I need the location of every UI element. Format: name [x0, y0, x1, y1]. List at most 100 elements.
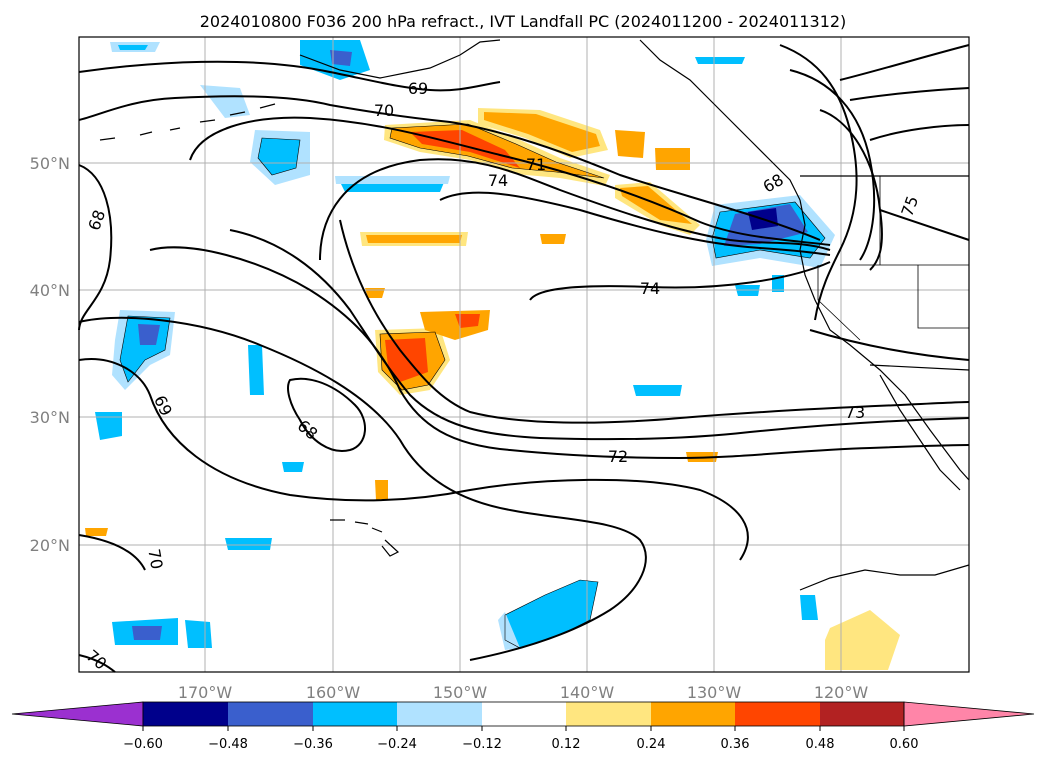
contour-69-north: [78, 60, 501, 92]
neg-patch-w3: [248, 345, 264, 395]
lon-tick-label: 120°W: [814, 683, 869, 702]
contour-label: 70: [144, 547, 166, 570]
coast-mexico: [799, 564, 970, 591]
contour-69-west: [78, 358, 749, 561]
colorbar-outline: [142, 701, 905, 727]
contour-70-center: [78, 316, 647, 661]
colorbar-tick-label: 0.12: [552, 737, 581, 752]
colorbar-tick-label: −0.12: [462, 737, 502, 752]
lat-tick-labels: 50°N 40°N 30°N 20°N: [30, 154, 70, 555]
colorbar-segment: [566, 702, 651, 726]
figure-title: 2024010800 F036 200 hPa refract., IVT La…: [200, 12, 847, 31]
colorbar-segment: [482, 702, 566, 726]
contour-inner-jet: [439, 191, 831, 256]
neg-patch-se: [800, 595, 818, 620]
contour-70-sw: [78, 534, 146, 673]
contour-73-east: [809, 329, 970, 361]
pos-patch-e: [620, 186, 692, 224]
pos-patch-small4: [540, 234, 566, 244]
pos-patch-ne-spots: [615, 130, 645, 158]
colorbar-tick-label: −0.60: [123, 737, 163, 752]
contour-72: [229, 229, 970, 441]
map-panel: 69 70 71 74 68 74 69 68 72 73 70 70 75 6…: [78, 36, 970, 674]
contour-coast-tight2: [789, 69, 876, 261]
neg-patch-ribbon-halo: [335, 176, 450, 184]
coast-aleutians: [99, 103, 276, 141]
lon-tick-label: 140°W: [560, 683, 615, 702]
lat-tick-label: 20°N: [30, 536, 70, 555]
colorbar-ticks: [142, 726, 905, 731]
contour-74-east: [529, 261, 831, 301]
colorbar-segment: [820, 702, 904, 726]
lon-tick-labels: 170°W 160°W 150°W 140°W 130°W 120°W: [178, 683, 869, 702]
contour-71: [189, 116, 831, 246]
colorbar-segment: [228, 702, 313, 726]
contour-71-center: [149, 246, 970, 460]
pos-patch-small2: [375, 480, 388, 500]
colorbar-segment: [651, 702, 735, 726]
neg-patch-s: [505, 580, 598, 648]
colorbar-tick-label: 0.60: [890, 737, 919, 752]
neg-patch-n1: [200, 85, 250, 118]
neg-patch-nw2: [118, 45, 148, 50]
contour-label: 71: [526, 155, 546, 174]
lon-tick-label: 130°W: [687, 683, 742, 702]
coast-baja: [879, 374, 961, 491]
lon-tick-label: 160°W: [306, 683, 361, 702]
refractivity-contours: [78, 44, 970, 673]
contour-70-north: [78, 95, 821, 241]
lon-tick-label: 150°W: [433, 683, 488, 702]
neg-patch-w2: [95, 412, 122, 440]
colorbar-tick-label: 0.24: [637, 737, 666, 752]
contour-label: 74: [640, 279, 660, 298]
neg-patch-sw-core: [132, 626, 162, 640]
state-borders: [817, 176, 969, 341]
contour-coast-tight4: [839, 44, 970, 81]
colorbar-tick-label: −0.48: [208, 737, 248, 752]
pos-patch-ne-spots2: [655, 148, 690, 170]
colorbar-segment: [735, 702, 820, 726]
neg-patch-sm1: [225, 538, 272, 550]
coast-bc: [639, 39, 801, 201]
map-frame: [78, 36, 970, 673]
lat-tick-label: 50°N: [30, 154, 70, 173]
contour-68-west: [78, 164, 113, 331]
contour-75: [849, 87, 970, 241]
contour-coast-tight1: [779, 44, 858, 321]
coast-alaska: [299, 39, 501, 79]
contour-label: 73: [845, 403, 865, 422]
contour-label: 74: [488, 171, 508, 190]
anomaly-outlines: [119, 123, 826, 649]
lat-tick-label: 40°N: [30, 281, 70, 300]
neg-patch-mid: [633, 385, 682, 396]
neg-patch-ne: [695, 57, 745, 64]
pos-patch-center2-core: [455, 314, 480, 328]
colorbar-segment: [313, 702, 397, 726]
lat-tick-label: 30°N: [30, 408, 70, 427]
neg-patch-s-halo: [498, 612, 520, 650]
border-us-mex: [869, 364, 970, 371]
colorbar-tick-label: 0.48: [806, 737, 835, 752]
coastlines: [99, 39, 970, 591]
pos-patch-se-halo: [825, 610, 900, 670]
contour-73: [339, 219, 970, 424]
pos-patch-bar-core: [366, 235, 462, 243]
neg-patch-sw2: [185, 620, 212, 648]
lon-tick-label: 170°W: [178, 683, 233, 702]
pos-patch-ne: [484, 112, 600, 152]
colorbar: −0.60 −0.48 −0.36 −0.24 −0.12 0.12 0.24 …: [11, 701, 1035, 752]
contour-label: 70: [374, 101, 394, 120]
neg-patch-w-center-core: [138, 324, 160, 345]
contour-74: [319, 158, 831, 261]
colorbar-extend-high: [903, 701, 1035, 727]
neg-patch-gulf-alaska-core: [330, 50, 352, 66]
neg-patch-sm2: [282, 462, 304, 472]
pos-patch-w: [85, 528, 108, 536]
contour-68-center: [287, 377, 367, 452]
colorbar-tick-label: 0.36: [721, 737, 750, 752]
gridlines: [79, 37, 969, 672]
colorbar-extend-low: [11, 701, 144, 727]
neg-patch-n2-core: [258, 138, 300, 175]
colorbar-segment: [143, 702, 228, 726]
